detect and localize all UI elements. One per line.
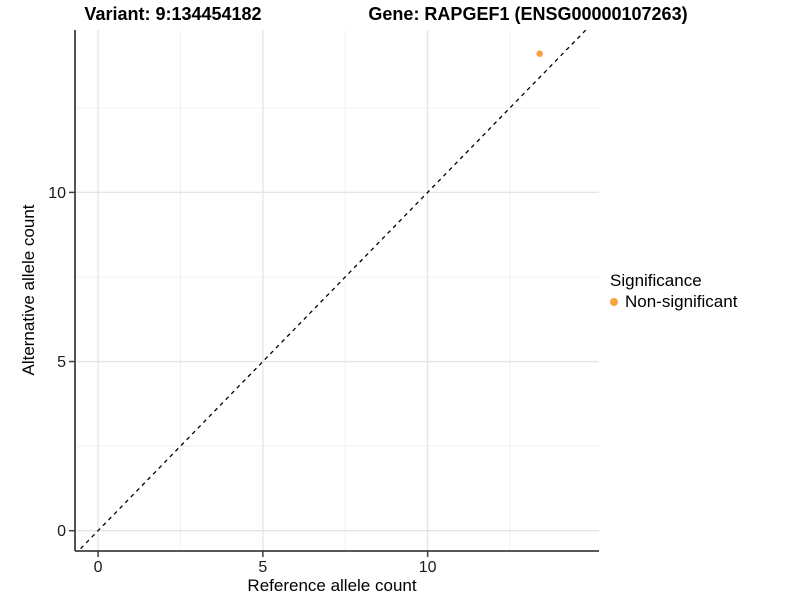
y-axis-title: Alternative allele count: [19, 204, 38, 376]
y-tick-label: 10: [48, 185, 66, 202]
legend-title: Significance: [610, 271, 702, 290]
x-axis-title: Reference allele count: [247, 576, 417, 595]
gene-title: Gene: RAPGEF1 (ENSG00000107263): [368, 4, 688, 24]
x-tick-label: 0: [94, 559, 103, 576]
identity-reference-line: [77, 30, 587, 551]
y-tick-label: 0: [57, 523, 66, 540]
legend: Significance Non-significant: [610, 271, 737, 312]
orange-point-icon: [610, 298, 618, 306]
y-tick-label: 5: [57, 354, 66, 371]
legend-item-label: Non-significant: [625, 292, 738, 311]
data-point: [536, 50, 543, 57]
legend-item: Non-significant: [610, 292, 737, 312]
x-tick-label: 5: [258, 559, 267, 576]
x-tick-label: 10: [419, 559, 437, 576]
variant-title: Variant: 9:134454182: [84, 4, 262, 24]
